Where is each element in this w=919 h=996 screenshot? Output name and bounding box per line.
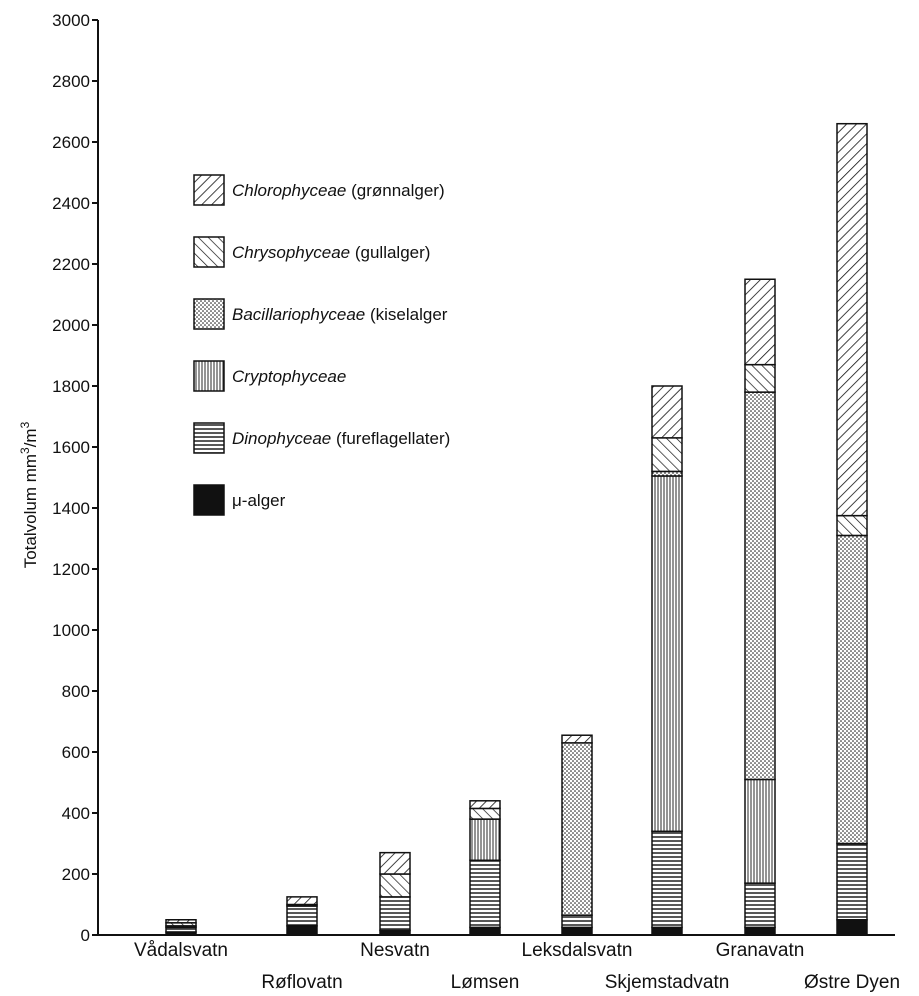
legend-label-plain: (fureflagellater) bbox=[331, 429, 450, 448]
bar-segment bbox=[651, 437, 683, 473]
y-axis-label-slash: /m bbox=[21, 428, 40, 447]
category-label: Nesvatn bbox=[360, 940, 430, 961]
category-label: Østre Dyen bbox=[804, 972, 900, 993]
legend-label-plain: (kiselalger bbox=[365, 305, 448, 324]
bar-segment bbox=[469, 818, 501, 862]
legend-swatch bbox=[193, 236, 225, 268]
legend-swatch bbox=[193, 360, 225, 392]
bar-segment bbox=[165, 919, 197, 924]
category-label: Vådalsvatn bbox=[134, 940, 228, 961]
bar-segment bbox=[744, 778, 776, 884]
legend-label: Dinophyceae (fureflagellater) bbox=[232, 429, 450, 448]
bar-segment bbox=[651, 926, 683, 936]
legend-label-italic: Dinophyceae bbox=[232, 429, 331, 448]
bar-segment bbox=[836, 514, 868, 537]
bar-segment bbox=[744, 926, 776, 936]
bar-segment bbox=[379, 896, 411, 932]
bar-segment bbox=[379, 873, 411, 898]
bar-segment bbox=[469, 800, 501, 810]
bar-segment bbox=[286, 925, 318, 936]
y-tick-label: 2800 bbox=[52, 72, 90, 91]
category-label: Leksdalsvatn bbox=[522, 940, 633, 961]
legend-swatch bbox=[193, 422, 225, 454]
bar-segment bbox=[561, 926, 593, 936]
legend-label: Chlorophyceae (grønnalger) bbox=[232, 181, 445, 200]
bar-segment bbox=[469, 807, 501, 820]
bar-segment bbox=[561, 742, 593, 916]
legend-label-italic: Chlorophyceae bbox=[232, 181, 346, 200]
y-axis-label-main: Totalvolum mm bbox=[21, 454, 40, 568]
legend-swatch bbox=[193, 298, 225, 330]
legend-label-italic: Cryptophyceae bbox=[232, 367, 346, 386]
bar-segment bbox=[744, 882, 776, 929]
bar-segment bbox=[836, 919, 868, 936]
legend-label-plain: (gullalger) bbox=[350, 243, 430, 262]
y-tick-label: 1000 bbox=[52, 621, 90, 640]
y-tick-label: 3000 bbox=[52, 11, 90, 30]
bar-segment bbox=[561, 734, 593, 744]
y-tick-label: 1400 bbox=[52, 499, 90, 518]
legend-label-italic: Bacillariophyceae bbox=[232, 305, 365, 324]
legend-label: Cryptophyceae bbox=[232, 367, 346, 386]
y-tick-label: 2600 bbox=[52, 133, 90, 152]
category-label: Lømsen bbox=[451, 972, 520, 993]
category-labels: Vådalsvatn Røflovatn Nesvatn LømsenLeksdals… bbox=[134, 940, 900, 993]
bar-segment bbox=[744, 391, 776, 781]
bar-segment bbox=[469, 859, 501, 929]
y-tick-label: 0 bbox=[81, 926, 90, 945]
legend-label: μ-alger bbox=[232, 491, 286, 510]
y-tick-label: 1600 bbox=[52, 438, 90, 457]
legend-label: Bacillariophyceae (kiselalger bbox=[232, 305, 448, 324]
y-tick-label: 400 bbox=[62, 804, 90, 823]
y-axis-label: Totalvolum mm3/m3 bbox=[18, 421, 40, 568]
y-axis-label-sup2: 3 bbox=[18, 421, 32, 428]
bar-segment bbox=[379, 851, 411, 875]
category-label: Granavatn bbox=[716, 940, 805, 961]
bar-segment bbox=[744, 363, 776, 393]
legend-label-italic: Chrysophyceae bbox=[232, 243, 350, 262]
bar-segment bbox=[836, 122, 868, 517]
bar-segment bbox=[651, 385, 683, 439]
y-tick-label: 200 bbox=[62, 865, 90, 884]
y-tick-label: 1800 bbox=[52, 377, 90, 396]
bar-segment bbox=[744, 278, 776, 366]
bar-segment bbox=[651, 830, 683, 929]
y-tick-label: 2400 bbox=[52, 194, 90, 213]
legend-swatch bbox=[193, 484, 225, 516]
legend-label: Chrysophyceae (gullalger) bbox=[232, 243, 430, 262]
bar-segment bbox=[651, 475, 683, 833]
bar-segment bbox=[469, 926, 501, 936]
y-tick-label: 1200 bbox=[52, 560, 90, 579]
y-tick-label: 2200 bbox=[52, 255, 90, 274]
y-tick-label: 800 bbox=[62, 682, 90, 701]
legend-label-plain: (grønnalger) bbox=[346, 181, 444, 200]
y-tick-label: 2000 bbox=[52, 316, 90, 335]
axes: 0 200 400 600 800 1000 1200 1400 1600 1800 2000 220… bbox=[52, 11, 895, 945]
y-tick-label: 600 bbox=[62, 743, 90, 762]
bars bbox=[165, 122, 868, 936]
legend-label-plain: μ-alger bbox=[232, 491, 286, 510]
category-label: Skjemstadvatn bbox=[605, 972, 730, 993]
legend: Chlorophyceae (grønnalger) Chrysophyceae … bbox=[193, 174, 450, 516]
y-axis-label-sup1: 3 bbox=[18, 447, 32, 454]
category-label: Røflovatn bbox=[261, 972, 342, 993]
bar-segment bbox=[561, 914, 593, 929]
legend-swatch bbox=[193, 174, 225, 206]
bar-segment bbox=[286, 896, 318, 906]
bar-segment bbox=[836, 534, 868, 845]
bar-segment bbox=[286, 905, 318, 927]
bar-segment bbox=[836, 842, 868, 921]
